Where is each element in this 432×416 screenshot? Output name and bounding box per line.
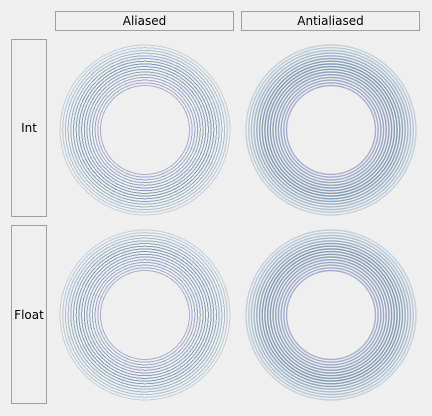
ring-circle bbox=[59, 44, 231, 216]
ring-circle bbox=[78, 63, 212, 197]
ring-circle bbox=[266, 65, 396, 195]
ring-circle bbox=[89, 259, 201, 371]
ring-circle bbox=[250, 49, 412, 211]
column-header-label: Antialiased bbox=[297, 14, 364, 28]
ring-circle bbox=[86, 71, 204, 189]
concentric-circles-int-antialiased bbox=[245, 44, 417, 216]
ring-circle bbox=[81, 251, 209, 379]
ring-circle bbox=[283, 82, 379, 178]
ring-circle bbox=[277, 76, 385, 184]
ring-circle bbox=[285, 84, 377, 176]
ring-circle bbox=[62, 232, 228, 398]
ring-circle bbox=[272, 256, 390, 374]
ring-circle bbox=[100, 85, 190, 175]
ring-circle bbox=[62, 47, 228, 213]
ring-circle bbox=[280, 264, 382, 366]
circle-panel-int-aliased bbox=[52, 37, 238, 223]
ring-circle bbox=[250, 234, 412, 396]
row-header-label: Float bbox=[14, 307, 44, 322]
ring-circle bbox=[97, 267, 193, 363]
ring-circle bbox=[81, 66, 209, 194]
ring-circle bbox=[75, 60, 215, 200]
ring-circle bbox=[247, 46, 415, 214]
ring-circle bbox=[94, 264, 196, 366]
ring-circle bbox=[73, 58, 217, 202]
ring-circle bbox=[83, 68, 207, 192]
ring-circle bbox=[258, 57, 404, 203]
ring-circle bbox=[97, 82, 193, 178]
ring-circle bbox=[285, 269, 377, 361]
ring-circle bbox=[264, 248, 398, 382]
column-header-label: Aliased bbox=[122, 14, 167, 28]
ring-circle bbox=[67, 237, 223, 393]
concentric-circles-float-antialiased bbox=[245, 229, 417, 401]
ring-circle bbox=[67, 52, 223, 208]
column-header-antialiased: Antialiased bbox=[241, 11, 420, 31]
ring-circle bbox=[269, 253, 393, 377]
row-header-int: Int bbox=[11, 39, 47, 217]
ring-circle bbox=[269, 68, 393, 192]
ring-circle bbox=[59, 229, 231, 401]
ring-circle bbox=[283, 267, 379, 363]
ring-circle bbox=[275, 74, 387, 186]
circle-panel-int-antialiased bbox=[238, 37, 424, 223]
ring-circle bbox=[258, 242, 404, 388]
ring-circle bbox=[266, 250, 396, 380]
ring-circle bbox=[86, 256, 204, 374]
ring-circle bbox=[70, 240, 220, 390]
ring-circle bbox=[247, 231, 415, 399]
ring-circle bbox=[261, 60, 401, 200]
column-header-aliased: Aliased bbox=[55, 11, 234, 31]
ring-circle bbox=[245, 229, 417, 401]
ring-circle bbox=[70, 55, 220, 205]
ring-circle bbox=[277, 261, 385, 369]
ring-circle bbox=[91, 76, 199, 184]
ring-circle bbox=[256, 240, 406, 390]
ring-circle bbox=[75, 245, 215, 385]
row-header-float: Float bbox=[11, 225, 47, 404]
circle-panel-float-antialiased bbox=[238, 222, 424, 408]
ring-circle bbox=[64, 49, 226, 211]
ring-circle bbox=[64, 234, 226, 396]
ring-circle bbox=[78, 248, 212, 382]
ring-circle bbox=[245, 44, 417, 216]
ring-circle bbox=[253, 237, 409, 393]
ring-circle bbox=[264, 63, 398, 197]
ring-circle bbox=[272, 71, 390, 189]
ring-circle bbox=[256, 55, 406, 205]
ring-circle bbox=[253, 52, 409, 208]
circle-panel-float-aliased bbox=[52, 222, 238, 408]
ring-circle bbox=[280, 79, 382, 181]
ring-circle bbox=[275, 259, 387, 371]
ring-circle bbox=[94, 79, 196, 181]
ring-circle bbox=[261, 245, 401, 385]
ring-circle bbox=[83, 253, 207, 377]
ring-circle bbox=[100, 270, 190, 360]
ring-circle bbox=[73, 243, 217, 387]
ring-circle bbox=[89, 74, 201, 186]
ring-circle bbox=[91, 261, 199, 369]
concentric-circles-int-aliased bbox=[59, 44, 231, 216]
concentric-circles-float-aliased bbox=[59, 229, 231, 401]
row-header-label: Int bbox=[21, 121, 37, 135]
